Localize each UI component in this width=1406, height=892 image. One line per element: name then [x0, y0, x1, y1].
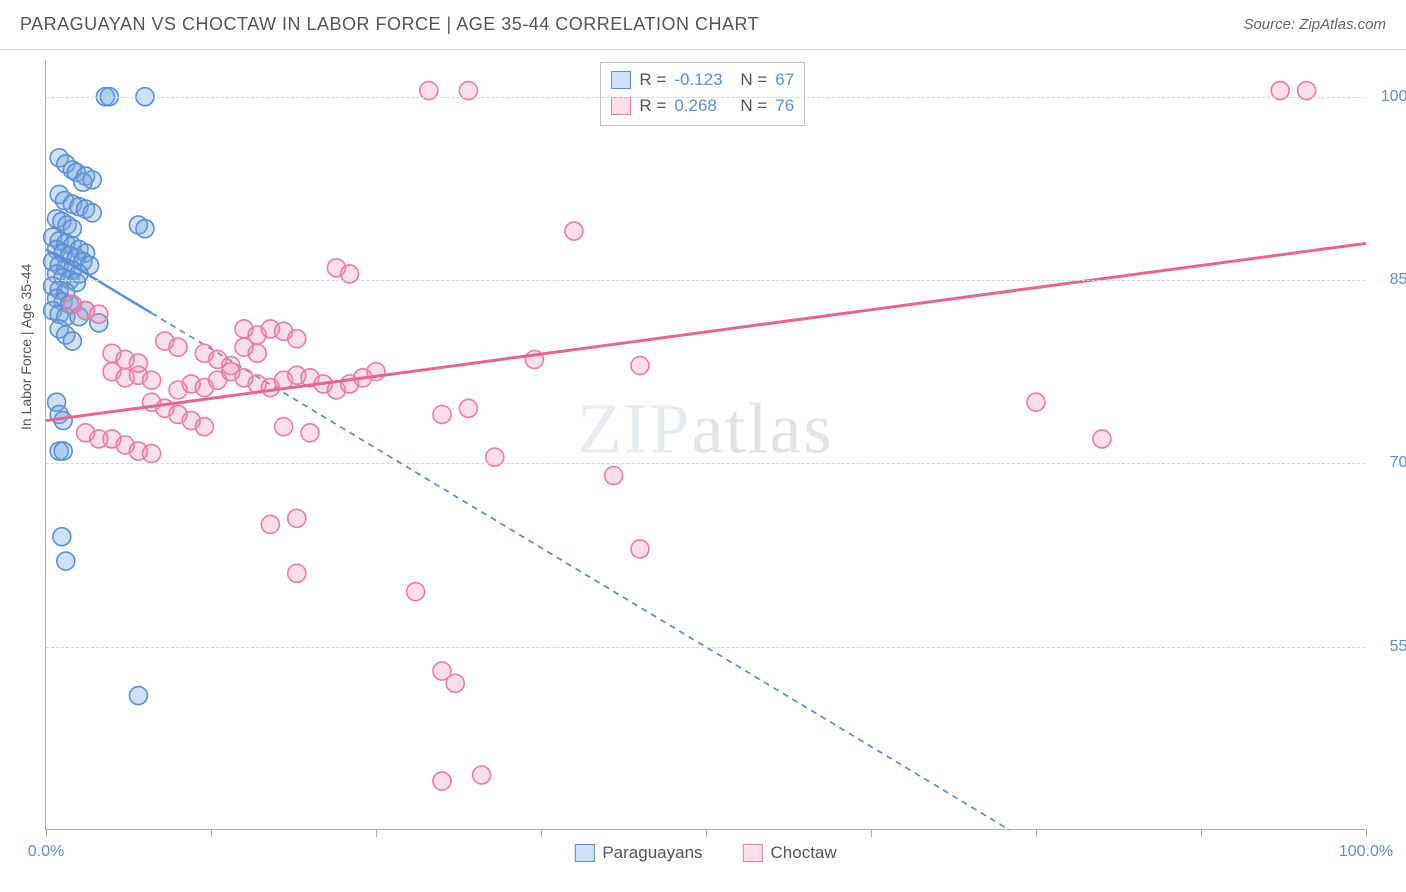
data-point	[631, 357, 649, 375]
xtick	[1036, 829, 1037, 837]
xtick	[871, 829, 872, 837]
xtick-label: 0.0%	[28, 843, 64, 861]
gridline	[46, 280, 1365, 281]
data-point	[288, 564, 306, 582]
legend-r-label: R =	[639, 96, 666, 116]
legend-r-value: -0.123	[674, 70, 732, 90]
data-point	[74, 173, 92, 191]
plot-area: ZIPatlas R =-0.123N =67R =0.268N =76 Par…	[45, 60, 1365, 830]
legend-label: Paraguayans	[602, 843, 702, 863]
xtick	[211, 829, 212, 837]
y-axis-label: In Labor Force | Age 35-44	[18, 264, 34, 430]
data-point	[129, 354, 147, 372]
legend-item: Choctaw	[743, 843, 837, 863]
data-point	[1027, 393, 1045, 411]
data-point	[433, 405, 451, 423]
data-point	[433, 772, 451, 790]
data-point	[1093, 430, 1111, 448]
data-point	[143, 445, 161, 463]
data-point	[446, 674, 464, 692]
legend-label: Choctaw	[771, 843, 837, 863]
data-point	[54, 442, 72, 460]
gridline	[46, 647, 1365, 648]
data-point	[261, 515, 279, 533]
gridline	[46, 97, 1365, 98]
data-point	[63, 295, 81, 313]
data-point	[407, 583, 425, 601]
source-attribution: Source: ZipAtlas.com	[1243, 16, 1386, 33]
legend-r-label: R =	[639, 70, 666, 90]
legend-row: R = -0.123 N = 67	[611, 67, 794, 93]
data-point	[605, 467, 623, 485]
legend-swatch	[574, 844, 594, 862]
xtick	[1366, 829, 1367, 837]
ytick-label: 100.0%	[1375, 88, 1406, 106]
data-point	[565, 222, 583, 240]
ytick-label: 55.0%	[1375, 638, 1406, 656]
data-point	[288, 509, 306, 527]
data-point	[288, 330, 306, 348]
legend-swatch	[611, 97, 631, 115]
xtick	[46, 829, 47, 837]
data-point	[473, 766, 491, 784]
legend-swatch	[743, 844, 763, 862]
data-point	[53, 528, 71, 546]
data-point	[83, 204, 101, 222]
correlation-legend: R = -0.123 N = 67 R = 0.268 N = 76	[600, 62, 805, 126]
legend-n-value: 67	[775, 70, 794, 90]
chart-title: PARAGUAYAN VS CHOCTAW IN LABOR FORCE | A…	[20, 14, 759, 35]
legend-item: Paraguayans	[574, 843, 702, 863]
legend-n-value: 76	[775, 96, 794, 116]
data-point	[57, 552, 75, 570]
data-point	[301, 424, 319, 442]
data-point	[90, 430, 108, 448]
data-point	[631, 540, 649, 558]
legend-n-label: N =	[740, 70, 767, 90]
data-point	[136, 220, 154, 238]
data-point	[275, 418, 293, 436]
series-legend: Paraguayans Choctaw	[574, 843, 836, 863]
data-point	[143, 371, 161, 389]
data-point	[169, 338, 187, 356]
ytick-label: 85.0%	[1375, 271, 1406, 289]
data-point	[248, 344, 266, 362]
data-point	[63, 332, 81, 350]
legend-r-value: 0.268	[674, 96, 732, 116]
legend-n-label: N =	[740, 96, 767, 116]
data-point	[90, 305, 108, 323]
data-point	[195, 418, 213, 436]
xtick	[1201, 829, 1202, 837]
data-point	[129, 687, 147, 705]
xtick	[541, 829, 542, 837]
xtick	[706, 829, 707, 837]
chart-svg	[46, 60, 1365, 829]
legend-swatch	[611, 71, 631, 89]
header: PARAGUAYAN VS CHOCTAW IN LABOR FORCE | A…	[0, 0, 1406, 50]
ytick-label: 70.0%	[1375, 454, 1406, 472]
xtick	[376, 829, 377, 837]
data-point	[459, 399, 477, 417]
xtick-label: 100.0%	[1339, 843, 1393, 861]
gridline	[46, 463, 1365, 464]
